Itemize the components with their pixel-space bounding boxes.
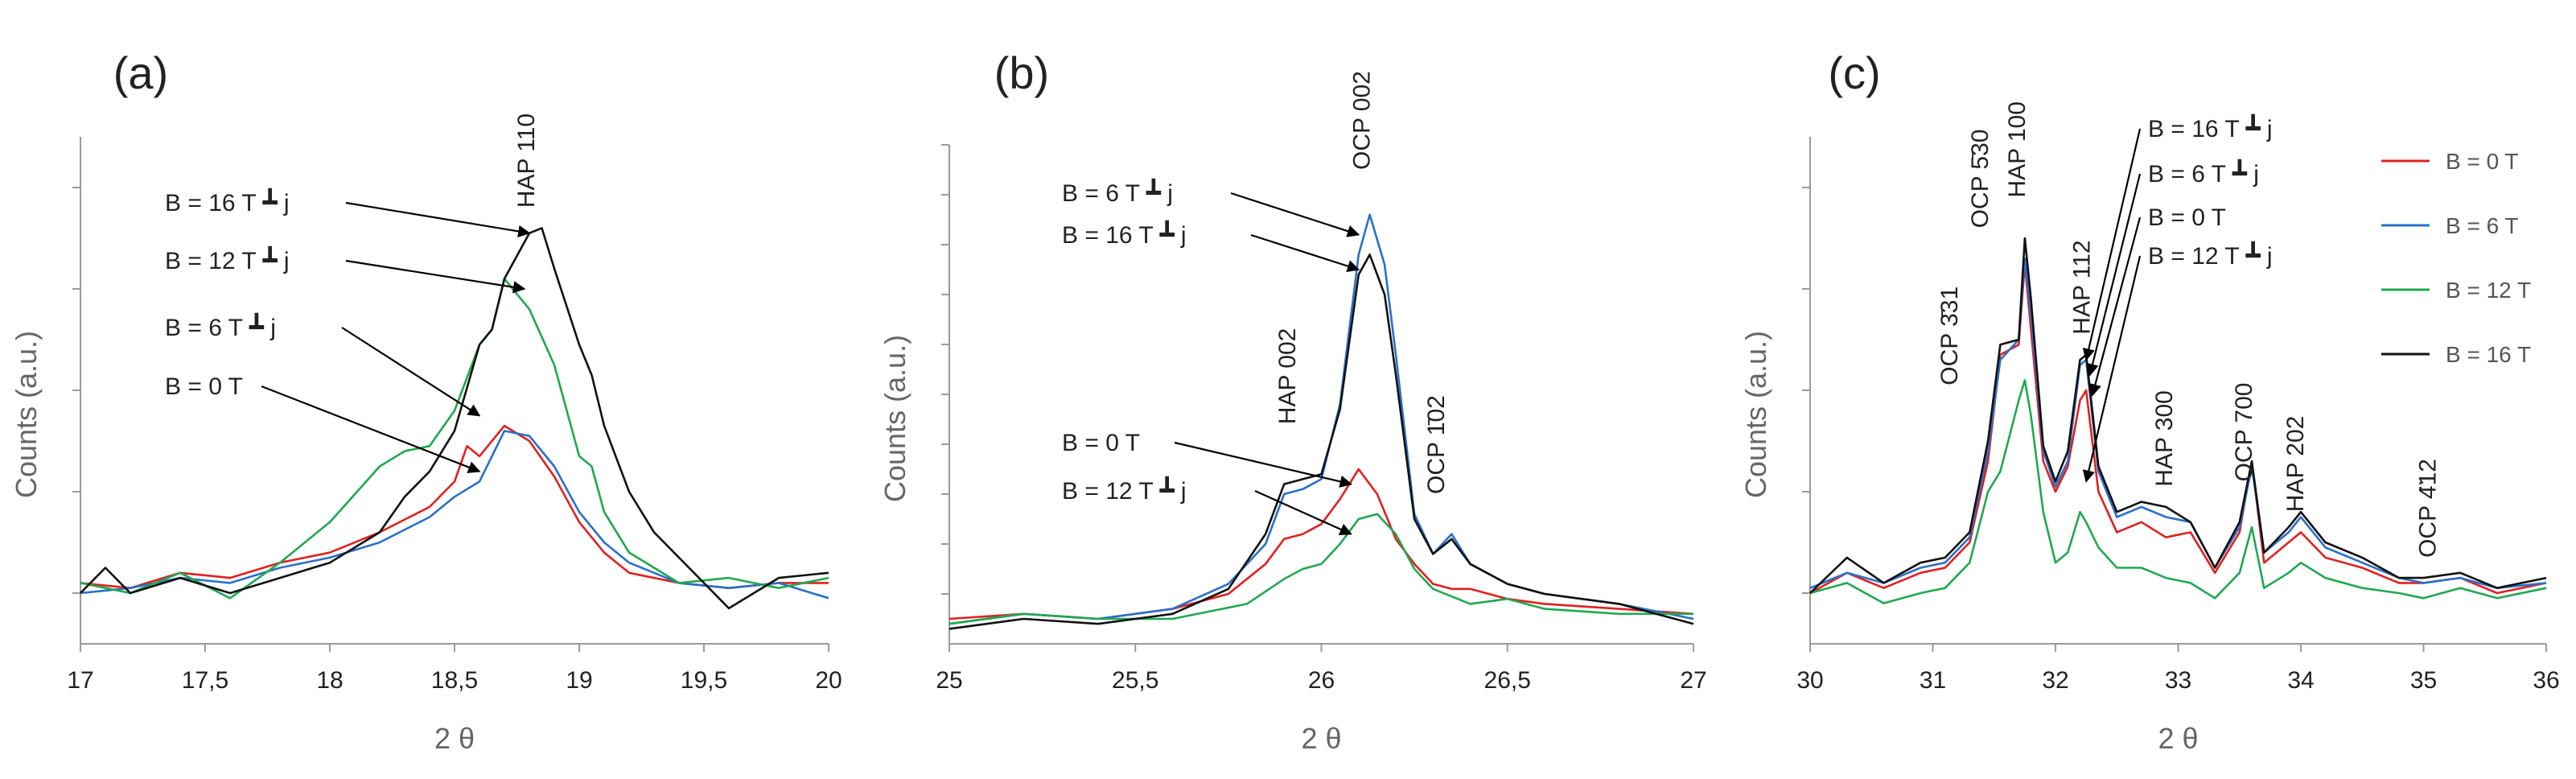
arrow-annotation-label: B = 16 T ┻ j <box>165 188 290 216</box>
x-tick-label: 26 <box>1308 667 1335 694</box>
legend: B = 0 T B = 6 T B = 12 T B = 16 T <box>2381 149 2531 367</box>
series-line-12T <box>949 513 1693 625</box>
x-tick-label: 33 <box>2165 667 2191 694</box>
panel-c: 30 31 32 33 34 35 36 2 θ Counts (a.u.) (c) OCP 3̄3… <box>1739 47 2560 755</box>
annotation-arrow <box>2086 173 2142 377</box>
x-tick-label: 32 <box>2042 667 2068 694</box>
legend-entry: B = 12 T <box>2446 278 2531 303</box>
series-line-16T <box>1809 237 2547 594</box>
annotation-arrow <box>261 385 481 473</box>
x-tick-label: 17 <box>67 667 93 694</box>
series-line-0T <box>1809 262 2547 595</box>
x-axis-title: 2 θ <box>2158 722 2198 755</box>
annotation-arrow <box>1254 489 1352 535</box>
x-tick-label: 35 <box>2410 667 2437 694</box>
series-line-6T <box>1809 257 2547 590</box>
series-line-16T <box>949 253 1694 630</box>
x-tick-label: 18,5 <box>431 667 478 694</box>
panel-a: 17 17,5 18 18,5 19 19,5 20 2 θ Counts (a.u.) (a) H… <box>10 47 842 755</box>
peak-label: OCP 002 <box>1349 71 1376 170</box>
x-tick-label: 36 <box>2533 667 2559 694</box>
panel-label: (b) <box>994 47 1049 98</box>
legend-entry: B = 6 T <box>2446 213 2519 238</box>
arrow-annotation-label: B = 6 T ┻ j <box>2148 159 2259 188</box>
arrow-annotation-label: B = 12 T ┻ j <box>165 245 290 274</box>
x-tick-label: 34 <box>2287 667 2314 694</box>
peak-label: HAP 002 <box>1274 328 1301 425</box>
series-line-0T <box>949 468 1694 620</box>
arrow-annotation-label: B = 6 T ┻ j <box>1062 178 1173 207</box>
y-axis-title: Counts (a.u.) <box>10 331 43 498</box>
x-tick-label: 31 <box>1920 667 1946 694</box>
y-axis-title: Counts (a.u.) <box>1739 331 1772 498</box>
legend-entry: B = 16 T <box>2446 342 2531 367</box>
annotation-arrow <box>2082 255 2142 483</box>
x-axis-title: 2 θ <box>434 722 475 755</box>
peak-label: HAP 202 <box>2282 416 2309 513</box>
peak-label: OCP 700 <box>2231 383 2257 482</box>
arrow-annotation-label: B = 0 T <box>1062 430 1140 456</box>
panel-b: 25 25,5 26 26,5 27 2 θ Counts (a.u.) (b) OCP 002… <box>879 47 1707 755</box>
arrow-annotation-label: B = 0 T <box>165 373 243 400</box>
panel-label: (c) <box>1828 47 1880 98</box>
peak-label: HAP 300 <box>2151 390 2178 487</box>
x-tick-label: 25,5 <box>1112 667 1158 694</box>
peak-label: OCP 4̈12 <box>2415 459 2442 558</box>
peak-label: OCP 1̄02 <box>1423 395 1450 494</box>
series-line-6T <box>80 430 829 600</box>
peak-label: OCP 5̄30 <box>1967 130 1994 229</box>
x-tick-label: 27 <box>1680 667 1706 694</box>
arrow-annotation-label: B = 12 T ┻ j <box>1062 476 1187 505</box>
peak-label: HAP 100 <box>2004 101 2031 198</box>
arrow-annotation-label: B = 6 T ┻ j <box>165 312 276 341</box>
peak-label: OCP 3̄31 <box>1936 286 1963 385</box>
series-line-12T <box>1809 379 2547 604</box>
annotation-arrow <box>2088 216 2142 397</box>
x-tick-label: 19 <box>566 667 592 694</box>
arrow-annotation-label: B = 16 T ┻ j <box>1062 220 1187 249</box>
annotation-arrow <box>345 259 526 294</box>
x-tick-label: 30 <box>1796 667 1823 694</box>
annotation-arrow <box>1174 441 1352 488</box>
peak-label: HAP 110 <box>513 113 540 208</box>
x-tick-label: 26,5 <box>1484 667 1531 694</box>
x-tick-label: 19,5 <box>681 667 727 694</box>
arrow-annotation-label: B = 12 T ┻ j <box>2148 241 2273 270</box>
x-axis-title: 2 θ <box>1301 722 1341 755</box>
arrow-annotation-label: B = 0 T <box>2148 204 2226 231</box>
panel-label: (a) <box>113 47 168 98</box>
arrow-annotation-label: B = 16 T ┻ j <box>2148 113 2273 142</box>
x-tick-label: 20 <box>815 667 842 694</box>
legend-entry: B = 0 T <box>2446 149 2519 174</box>
x-tick-label: 17,5 <box>182 667 228 694</box>
x-tick-label: 25 <box>936 667 962 694</box>
series-line-16T <box>80 227 829 610</box>
peak-label: HAP 112 <box>2069 240 2096 334</box>
annotation-arrow <box>341 327 481 417</box>
annotation-arrow <box>345 201 531 238</box>
y-axis-title: Counts (a.u.) <box>879 335 911 502</box>
series-line-0T <box>80 424 829 590</box>
x-tick-label: 18 <box>316 667 343 694</box>
annotation-arrow <box>1230 192 1360 237</box>
annotation-arrow <box>1250 233 1360 273</box>
annotation-arrow <box>2082 128 2142 361</box>
